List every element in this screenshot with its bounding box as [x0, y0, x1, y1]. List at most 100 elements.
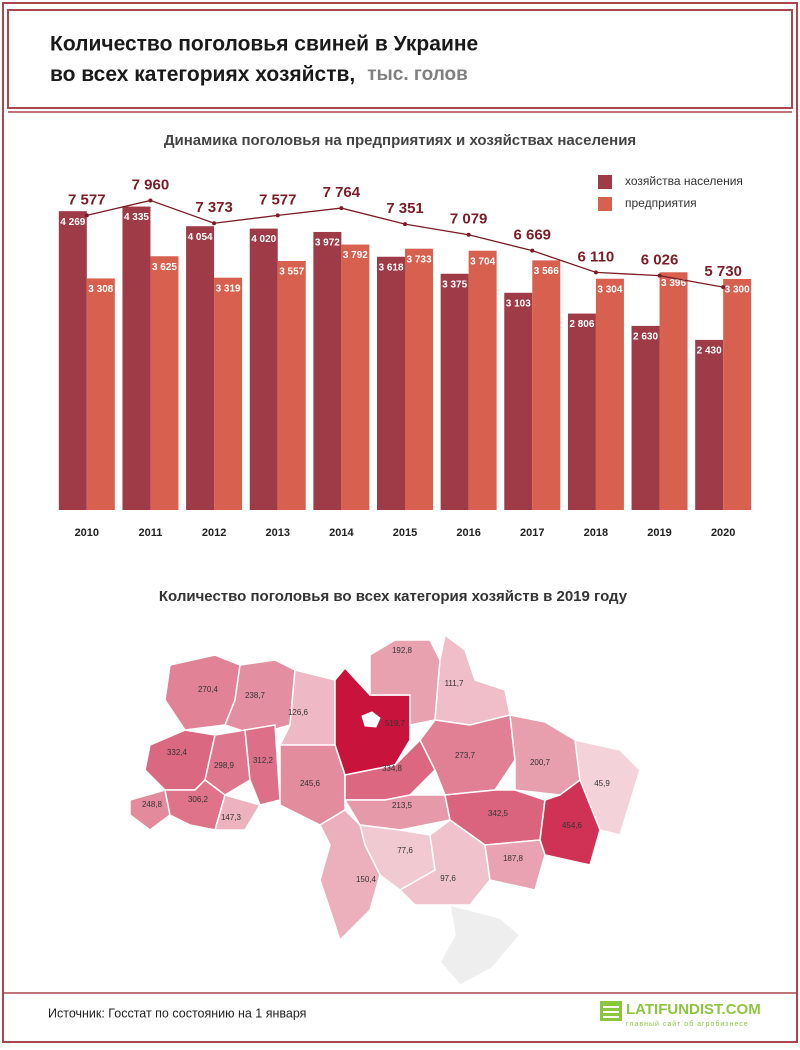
bar-label: 4 054 — [188, 232, 213, 243]
total-label: 7 351 — [386, 200, 424, 217]
bar-label: 2 630 — [633, 332, 658, 343]
title: во всех категориях хозяйств, тыс. голов — [50, 63, 468, 86]
bar-label: 3 396 — [661, 278, 686, 289]
bar — [695, 339, 724, 510]
region — [214, 794, 262, 831]
x-tick-label: 2014 — [329, 527, 354, 539]
title-line: во всех категориях хозяйств, — [50, 63, 355, 86]
region-label: 332,4 — [167, 748, 188, 757]
region-label: 312,2 — [253, 756, 274, 765]
total-point — [721, 285, 726, 290]
region — [484, 839, 546, 891]
bar-label: 3 304 — [597, 284, 622, 295]
bar — [122, 206, 151, 511]
bar-label: 3 733 — [406, 254, 431, 265]
region-label: 298,9 — [214, 761, 235, 770]
bar — [150, 256, 179, 510]
total-point — [339, 206, 344, 211]
bar — [186, 226, 215, 510]
region-label: 45,9 — [594, 779, 610, 788]
bar-label: 3 625 — [152, 262, 177, 273]
bar — [659, 272, 688, 510]
legend-swatch — [598, 197, 612, 211]
logo-text: LATIFUNDIST.COM — [626, 1001, 761, 1018]
map-title: Количество поголовья во всех категория х… — [159, 588, 628, 605]
region-label: 270,4 — [198, 685, 219, 694]
bar-label: 4 269 — [60, 217, 85, 228]
region — [129, 789, 171, 831]
bar-label: 4 020 — [251, 234, 276, 245]
region-label: 519,7 — [385, 719, 406, 728]
bar — [405, 248, 433, 510]
x-tick-label: 2013 — [265, 527, 289, 539]
bar — [468, 250, 497, 510]
legend-label: хозяйства населения — [625, 174, 743, 188]
total-point — [212, 221, 217, 226]
x-tick-label: 2010 — [75, 527, 99, 539]
bar-label: 2 806 — [569, 319, 594, 330]
bar — [567, 313, 596, 510]
x-tick-label: 2012 — [202, 527, 226, 539]
bar — [595, 278, 624, 510]
city — [361, 711, 381, 728]
bar — [249, 228, 278, 510]
x-tick-label: 2015 — [393, 527, 417, 539]
region — [204, 729, 251, 796]
region-label: 213,5 — [392, 801, 413, 810]
title-box — [7, 9, 793, 109]
region-label: 126,6 — [288, 708, 309, 717]
logo-tagline: главный сайт об агробизнесе — [626, 1020, 749, 1028]
bar — [58, 211, 87, 511]
legend-swatch — [598, 175, 612, 189]
bar-label: 3 972 — [315, 238, 340, 249]
bar-label: 4 335 — [124, 212, 149, 223]
bar — [504, 292, 533, 510]
region-label: 306,2 — [188, 795, 209, 804]
bar — [440, 273, 469, 510]
bar-label: 3 319 — [216, 283, 241, 294]
chart-title: Динамика поголовья на предприятиях и хоз… — [164, 132, 636, 149]
region-label: 238,7 — [245, 691, 266, 700]
region-label: 245,6 — [300, 779, 321, 788]
region-label: 77,6 — [397, 846, 413, 855]
region — [244, 724, 281, 806]
logo: LATIFUNDIST.COM главный сайт об агробизн… — [600, 1001, 761, 1028]
bar — [86, 278, 115, 510]
total-label: 7 577 — [259, 191, 297, 208]
x-tick-label: 2019 — [647, 527, 671, 539]
region-label: 334,8 — [382, 764, 403, 773]
region-label: 248,8 — [142, 800, 163, 809]
map: 270,4 238,7 126,6 519,7 192,8 111,7 332,4 298,9… — [129, 633, 641, 986]
bar-label: 3 308 — [88, 284, 113, 295]
total-point — [530, 248, 535, 253]
bar-label: 3 704 — [470, 256, 495, 267]
legend-label: предприятия — [625, 196, 697, 210]
region-label: 187,8 — [503, 854, 524, 863]
bar-label: 3 375 — [442, 279, 467, 290]
total-label: 6 110 — [578, 248, 615, 265]
region-label: 97,6 — [440, 874, 456, 883]
total-label: 6 026 — [641, 252, 679, 269]
bar-label: 3 792 — [343, 250, 368, 261]
title: Количество поголовья свиней в Украине — [50, 33, 478, 56]
bar-label: 3 557 — [279, 267, 304, 278]
total-point — [466, 232, 471, 237]
total-label: 7 079 — [450, 211, 488, 228]
x-tick-label: 2018 — [584, 527, 608, 539]
bar — [377, 256, 405, 510]
region — [398, 819, 491, 906]
bar — [723, 279, 752, 510]
region-label: 273,7 — [455, 751, 476, 760]
region-label: 192,8 — [392, 646, 413, 655]
total-point — [84, 213, 89, 218]
bar-label: 2 430 — [697, 346, 722, 357]
total-label: 7 960 — [132, 176, 170, 193]
bar-label: 3 566 — [534, 266, 559, 277]
region — [319, 809, 381, 942]
x-tick-label: 2011 — [139, 527, 163, 539]
x-tick-label: 2016 — [456, 527, 480, 539]
x-tick-label: 2017 — [520, 527, 544, 539]
bar-label: 3 103 — [506, 298, 531, 309]
total-point — [148, 198, 153, 203]
